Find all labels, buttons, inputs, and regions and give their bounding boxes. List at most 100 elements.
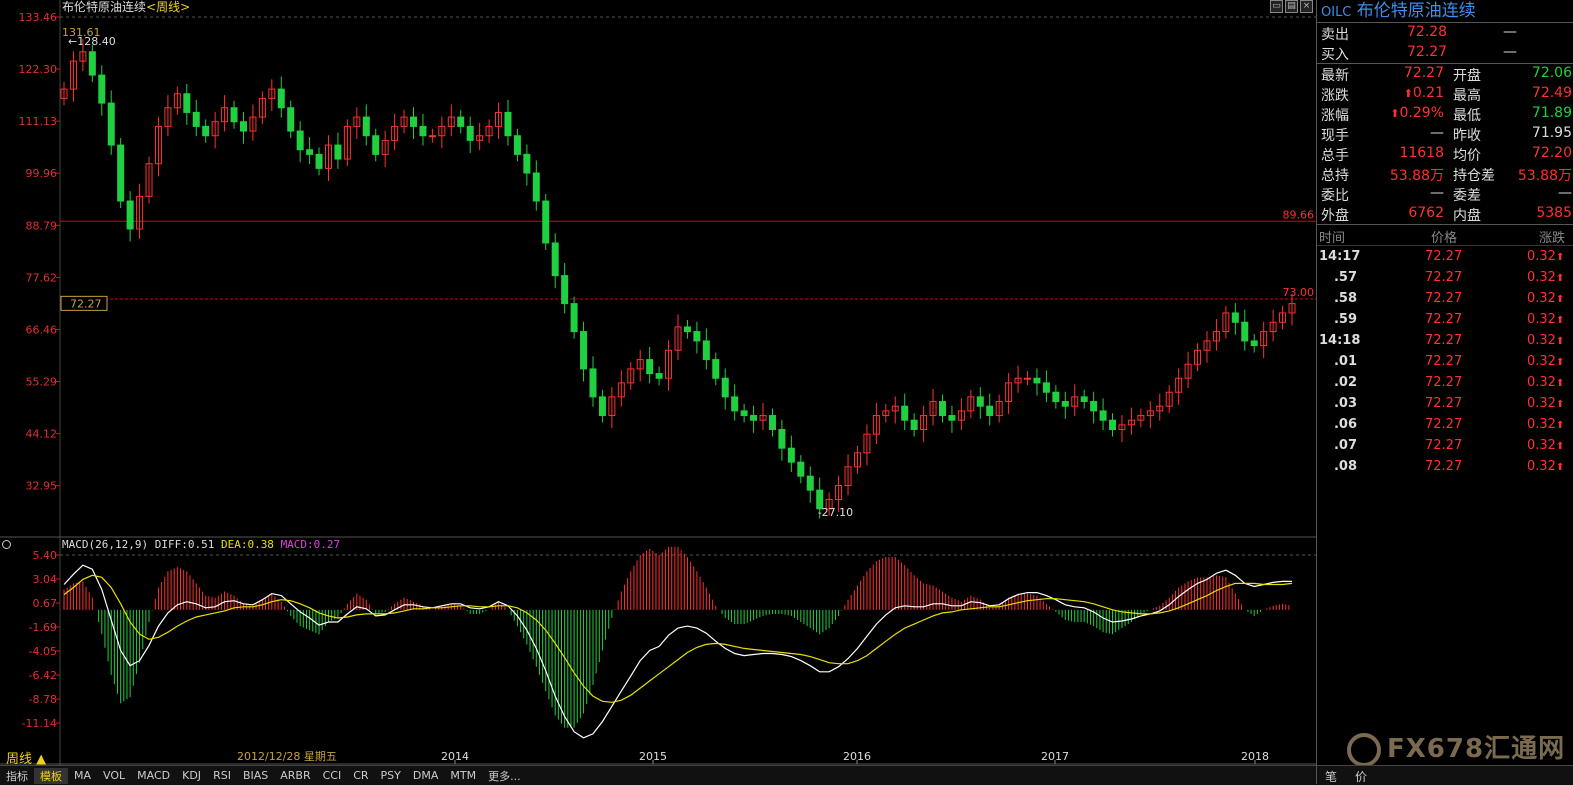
candle-body [173, 93, 181, 109]
zoom-icon[interactable]: ▤ [1285, 0, 1298, 13]
up-arrow-icon: ⬆ [1555, 315, 1565, 326]
candle-body [835, 484, 843, 500]
macd-y-tick-label: -1.69 [29, 621, 57, 634]
candle-body [598, 396, 606, 417]
quote-value: 72.27 [1404, 65, 1444, 81]
candle-body [221, 107, 229, 123]
candle-body [343, 125, 351, 160]
candle-body [995, 401, 1003, 417]
close-icon[interactable]: × [1300, 0, 1313, 13]
dea-line [63, 574, 1293, 703]
tick-change: 0.32⬆ [1527, 249, 1564, 264]
quote-value: 5385 [1536, 205, 1572, 221]
candle-body [1071, 396, 1079, 407]
tick-price: 72.27 [1425, 333, 1463, 348]
indicator-tab[interactable]: MTM [450, 769, 477, 782]
candle-body [1241, 321, 1249, 342]
up-arrow-icon: ⬆ [1555, 273, 1565, 284]
indicator-tab[interactable]: CCI [322, 769, 342, 782]
indicator-tab[interactable]: MA [74, 769, 92, 782]
instrument-name-panel: 布伦特原油连续 [1356, 1, 1476, 21]
candle-body [249, 116, 257, 132]
instrument-code: OILC [1321, 5, 1352, 20]
tick-change: 0.32⬆ [1527, 333, 1564, 348]
candle-body [627, 368, 635, 384]
tick-time: .03 [1333, 396, 1357, 411]
quote-value: 72.49 [1531, 85, 1572, 101]
tick-row: .08 72.27 0.32⬆ [1317, 456, 1573, 477]
candle-body [957, 410, 965, 421]
indicator-tab[interactable]: CR [353, 769, 369, 782]
max-marker-label: ←128.40 [68, 35, 116, 48]
indicator-settings-icon[interactable] [2, 540, 11, 549]
quote-label: 最新 [1321, 68, 1349, 84]
indicator-tab[interactable]: RSI [213, 769, 231, 782]
y-tick-label: 99.96 [26, 167, 58, 180]
sell-price: 72.28 [1407, 24, 1448, 40]
candle-body [1052, 391, 1060, 403]
quote-label: 外盘 [1321, 208, 1349, 224]
quote-value: — [1558, 185, 1572, 201]
candle-body [419, 125, 427, 137]
chart-svg[interactable]: 133.46 122.30 111.13 99.96 88.79 77.62 66.46 55… [0, 0, 1316, 765]
tick-change: 0.32⬆ [1527, 459, 1564, 474]
quote-label: 开盘 [1453, 68, 1481, 84]
chart-area[interactable]: 133.46 122.30 111.13 99.96 88.79 77.62 66.46 55… [0, 0, 1316, 785]
up-arrow-icon: ⬆ [1390, 107, 1400, 120]
macd-dea: DEA:0.38 [220, 538, 274, 551]
tick-time: .08 [1333, 459, 1357, 474]
period-selector[interactable]: 周线 ▲ [6, 752, 47, 767]
indicator-tab[interactable]: 模板 [34, 767, 68, 784]
candle-body [391, 125, 399, 141]
candle-body [287, 107, 295, 132]
quote-value: — [1430, 125, 1444, 141]
indicator-tab[interactable]: 指标 [6, 769, 28, 783]
quote-value: 71.95 [1531, 125, 1572, 141]
indicator-tab[interactable]: ARBR [280, 769, 311, 782]
indicator-tab[interactable]: VOL [103, 769, 126, 782]
candle-body [192, 111, 200, 127]
quote-label: 涨跌 [1321, 88, 1349, 104]
window-buttons: ▭ ▤ × [1270, 0, 1313, 13]
candle-body [1269, 321, 1277, 333]
indicator-tab[interactable]: KDJ [182, 769, 202, 782]
candle-body [1250, 340, 1258, 347]
quote-row: 总持 53.88万 持仓差 53.88万 [1317, 164, 1573, 184]
tick-change-text: 0.32 [1527, 417, 1556, 432]
candle-body [183, 93, 191, 113]
tick-row: .59 72.27 0.32⬆ [1317, 309, 1573, 330]
indicator-tab[interactable]: 更多... [488, 769, 521, 783]
candle-body [107, 102, 115, 146]
candle-body [381, 139, 389, 155]
candle-body [1109, 419, 1117, 431]
tab-prices[interactable]: 价 [1355, 770, 1368, 784]
candle-body [258, 97, 266, 118]
candle-body [98, 74, 106, 104]
tick-change: 0.32⬆ [1527, 312, 1564, 327]
indicator-tab[interactable]: MACD [137, 769, 171, 782]
tick-change-text: 0.32 [1527, 249, 1556, 264]
panel-tabs: 笔 价 [1317, 765, 1573, 785]
indicator-tab[interactable]: DMA [412, 769, 439, 782]
tab-trades[interactable]: 笔 [1325, 770, 1338, 784]
indicator-tab[interactable]: BIAS [242, 769, 269, 782]
indicator-tab[interactable]: PSY [380, 769, 401, 782]
candle-body [948, 415, 956, 421]
tick-price: 72.27 [1425, 270, 1463, 285]
candle-body [938, 401, 946, 417]
quote-label: 昨收 [1453, 128, 1481, 144]
fx678-logo: FX678汇通网 [1347, 728, 1565, 767]
candle-body [674, 326, 682, 351]
macd-y-tick-label: -6.42 [29, 669, 57, 682]
candle-body [485, 125, 493, 137]
timeframe-label: <周线> [146, 0, 191, 14]
tick-price: 72.27 [1425, 375, 1463, 390]
restore-icon[interactable]: ▭ [1270, 0, 1283, 13]
candle-body [1127, 419, 1135, 426]
tick-change-text: 0.32 [1527, 459, 1556, 474]
candle-body [362, 116, 370, 137]
tick-change-text: 0.32 [1527, 333, 1556, 348]
candle-body [315, 153, 323, 169]
up-arrow-icon: ⬆ [1555, 462, 1565, 473]
candle-body [797, 461, 805, 477]
